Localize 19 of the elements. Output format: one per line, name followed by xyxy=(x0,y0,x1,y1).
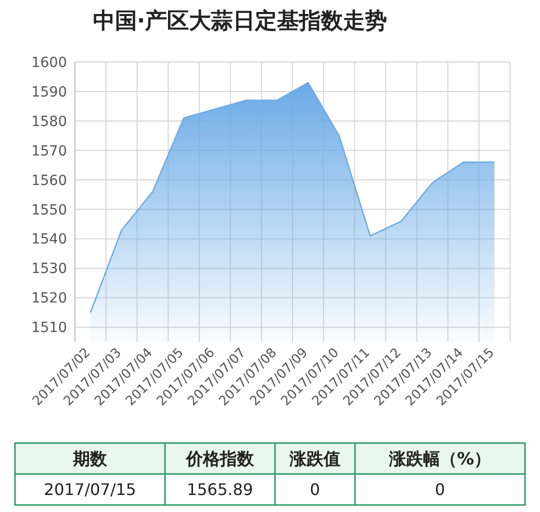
text: 2017/07/15 xyxy=(44,480,136,500)
text: 期数 xyxy=(72,449,108,470)
text: 涨跌值 xyxy=(288,449,340,470)
text: 价格指数 xyxy=(185,449,255,470)
y-tick-label: 1550 xyxy=(31,202,67,218)
y-tick-label: 1540 xyxy=(31,232,67,248)
y-tick-label: 1530 xyxy=(31,261,67,278)
y-tick-label: 1580 xyxy=(31,114,67,130)
y-tick-label: 1560 xyxy=(31,172,67,189)
y-tick-label: 1600 xyxy=(31,54,67,71)
text: 1565.89 xyxy=(186,480,254,500)
y-tick-label: 1520 xyxy=(31,290,67,307)
text: 0 xyxy=(434,480,446,500)
chart-title: 中国·产区大蒜日定基指数走势 xyxy=(92,8,388,34)
text: 涨跌幅（%） xyxy=(388,449,492,470)
y-tick-label: 1510 xyxy=(31,320,67,336)
y-tick-label: 1590 xyxy=(31,84,67,100)
text: 0 xyxy=(310,480,320,500)
y-tick-label: 1570 xyxy=(31,143,67,160)
